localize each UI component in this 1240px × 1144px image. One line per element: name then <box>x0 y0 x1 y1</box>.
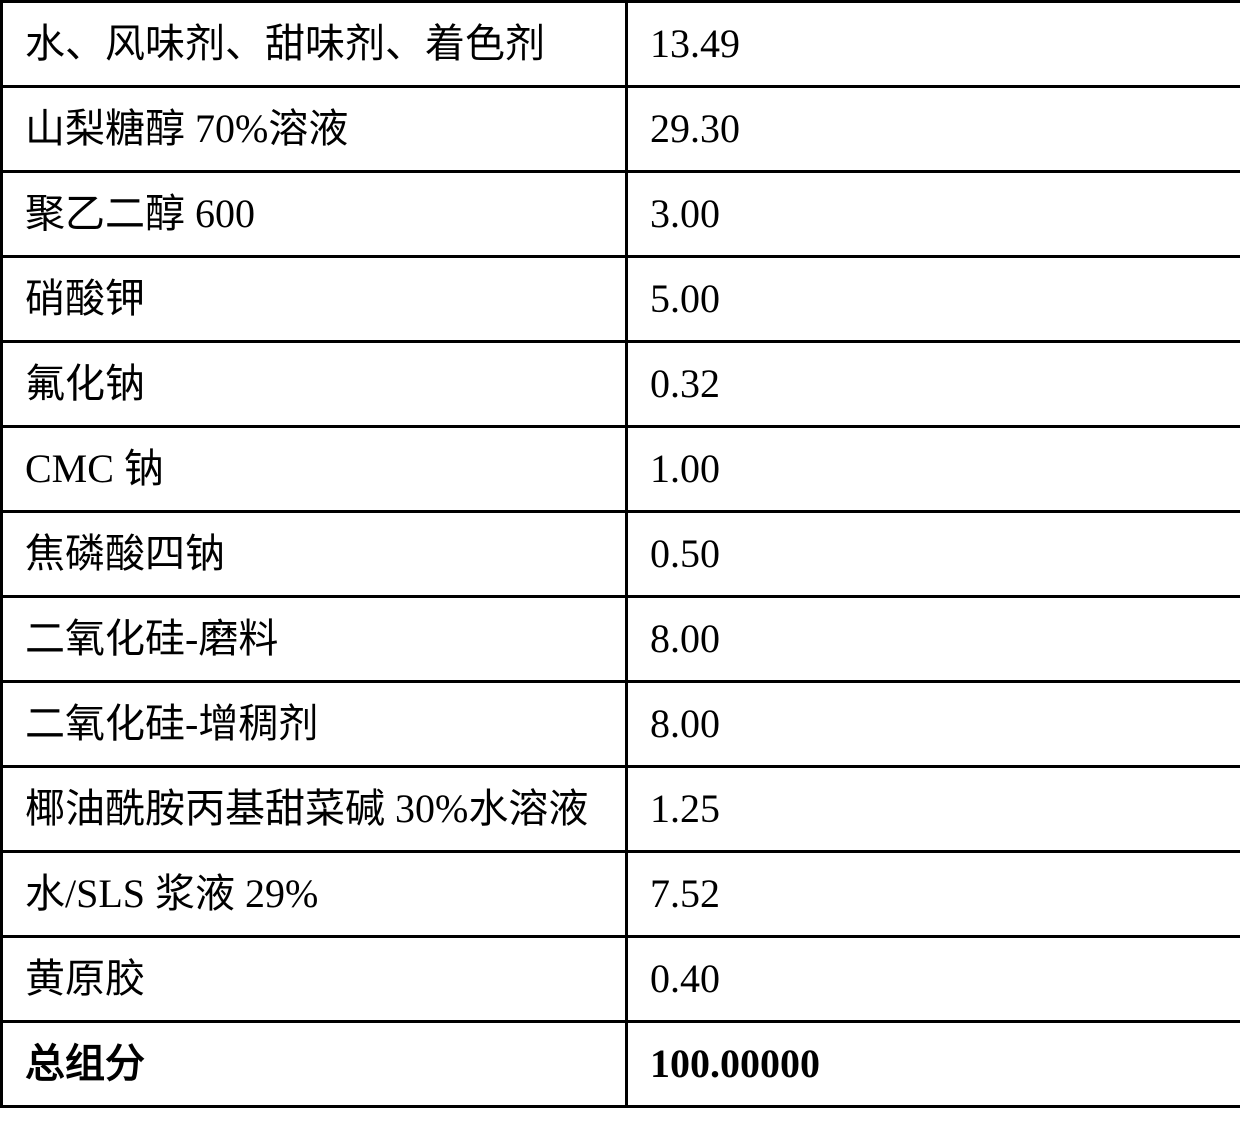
ingredient-cell: 水、风味剂、甜味剂、着色剂 <box>2 2 627 87</box>
table-row-total: 总组分 100.00000 <box>2 1022 1240 1107</box>
value-cell: 5.00 <box>627 257 1240 342</box>
ingredient-cell: 硝酸钾 <box>2 257 627 342</box>
table-row: 焦磷酸四钠 0.50 <box>2 512 1240 597</box>
composition-table-body: 水、风味剂、甜味剂、着色剂 13.49 山梨糖醇 70%溶液 29.30 聚乙二… <box>2 2 1240 1107</box>
table-row: 水/SLS 浆液 29% 7.52 <box>2 852 1240 937</box>
ingredient-cell: 聚乙二醇 600 <box>2 172 627 257</box>
ingredient-cell-total: 总组分 <box>2 1022 627 1107</box>
table-row: 黄原胶 0.40 <box>2 937 1240 1022</box>
value-cell: 8.00 <box>627 682 1240 767</box>
value-cell: 13.49 <box>627 2 1240 87</box>
value-cell: 7.52 <box>627 852 1240 937</box>
value-cell: 1.25 <box>627 767 1240 852</box>
table-row: 水、风味剂、甜味剂、着色剂 13.49 <box>2 2 1240 87</box>
value-cell: 0.40 <box>627 937 1240 1022</box>
table-row: CMC 钠 1.00 <box>2 427 1240 512</box>
ingredient-cell: 二氧化硅-增稠剂 <box>2 682 627 767</box>
value-cell: 1.00 <box>627 427 1240 512</box>
value-cell: 0.32 <box>627 342 1240 427</box>
ingredient-cell: 黄原胶 <box>2 937 627 1022</box>
composition-table-container: 水、风味剂、甜味剂、着色剂 13.49 山梨糖醇 70%溶液 29.30 聚乙二… <box>0 0 1240 1108</box>
table-row: 二氧化硅-磨料 8.00 <box>2 597 1240 682</box>
ingredient-cell: 水/SLS 浆液 29% <box>2 852 627 937</box>
ingredient-cell: 氟化钠 <box>2 342 627 427</box>
table-row: 山梨糖醇 70%溶液 29.30 <box>2 87 1240 172</box>
ingredient-cell: 椰油酰胺丙基甜菜碱 30%水溶液 <box>2 767 627 852</box>
ingredient-cell: 山梨糖醇 70%溶液 <box>2 87 627 172</box>
table-row: 硝酸钾 5.00 <box>2 257 1240 342</box>
ingredient-cell: 二氧化硅-磨料 <box>2 597 627 682</box>
value-cell: 29.30 <box>627 87 1240 172</box>
value-cell: 0.50 <box>627 512 1240 597</box>
table-row: 聚乙二醇 600 3.00 <box>2 172 1240 257</box>
composition-table: 水、风味剂、甜味剂、着色剂 13.49 山梨糖醇 70%溶液 29.30 聚乙二… <box>0 0 1240 1108</box>
value-cell: 3.00 <box>627 172 1240 257</box>
table-row: 椰油酰胺丙基甜菜碱 30%水溶液 1.25 <box>2 767 1240 852</box>
value-cell-total: 100.00000 <box>627 1022 1240 1107</box>
table-row: 氟化钠 0.32 <box>2 342 1240 427</box>
ingredient-cell: CMC 钠 <box>2 427 627 512</box>
value-cell: 8.00 <box>627 597 1240 682</box>
ingredient-cell: 焦磷酸四钠 <box>2 512 627 597</box>
table-row: 二氧化硅-增稠剂 8.00 <box>2 682 1240 767</box>
